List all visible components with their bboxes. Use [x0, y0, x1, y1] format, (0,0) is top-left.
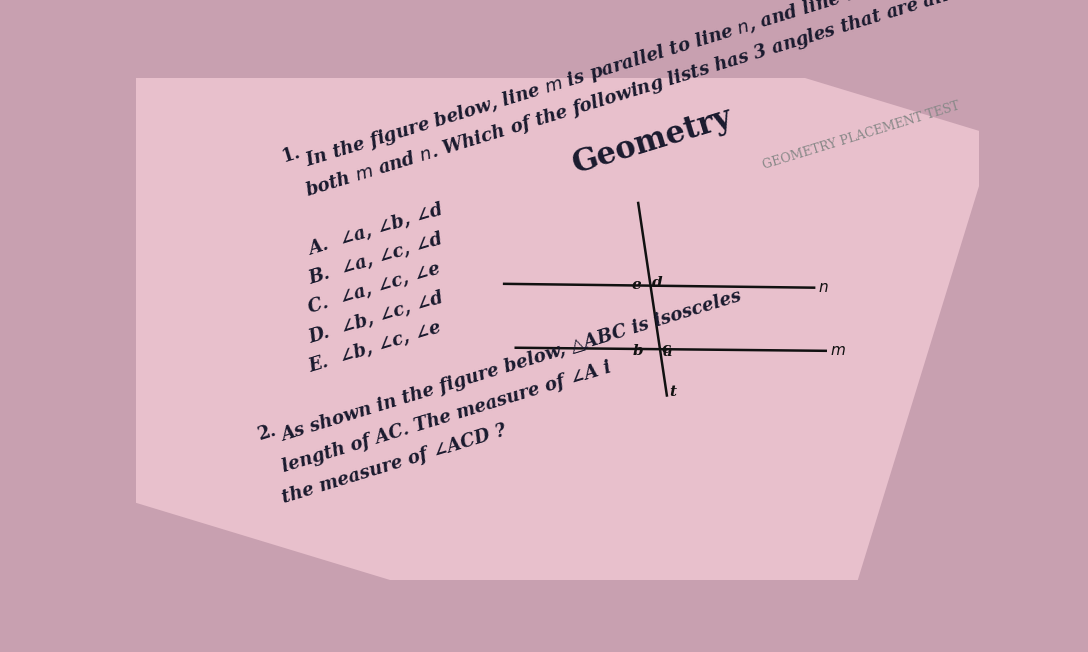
Text: e: e — [631, 278, 641, 291]
Text: E.  ∠b, ∠c, ∠e: E. ∠b, ∠c, ∠e — [307, 318, 444, 376]
Text: As shown in the figure below, △ABC is isosceles: As shown in the figure below, △ABC is is… — [280, 288, 744, 445]
Text: length of AC. The measure of ∠A i: length of AC. The measure of ∠A i — [280, 358, 614, 476]
Text: D.  ∠b, ∠c, ∠d: D. ∠b, ∠c, ∠d — [307, 288, 446, 346]
Text: c: c — [662, 342, 670, 355]
Text: 2.: 2. — [256, 421, 280, 443]
Text: In the figure below, line $m$ is parallel to line $n$, and line $t$ is a transve: In the figure below, line $m$ is paralle… — [302, 0, 1010, 171]
Text: d: d — [652, 276, 663, 290]
Text: GEOMETRY PLACEMENT TEST: GEOMETRY PLACEMENT TEST — [761, 99, 962, 171]
Polygon shape — [0, 0, 994, 652]
Text: $m$: $m$ — [830, 344, 845, 358]
Text: t: t — [669, 385, 677, 399]
Text: 1.: 1. — [280, 143, 302, 166]
Text: Geometry: Geometry — [568, 102, 735, 180]
Text: the measure of ∠ACD ?: the measure of ∠ACD ? — [280, 421, 508, 507]
Text: C.  ∠a, ∠c, ∠e: C. ∠a, ∠c, ∠e — [307, 260, 443, 318]
Text: B.  ∠a, ∠c, ∠d: B. ∠a, ∠c, ∠d — [307, 230, 445, 288]
Text: A.  ∠a, ∠b, ∠d: A. ∠a, ∠b, ∠d — [307, 201, 446, 259]
Text: a: a — [663, 346, 672, 359]
Text: b: b — [632, 344, 643, 358]
Text: $n$: $n$ — [818, 280, 829, 295]
Text: both $m$ and $n$. Which of the following lists has 3 angles that are all equal: both $m$ and $n$. Which of the following… — [302, 0, 1012, 203]
